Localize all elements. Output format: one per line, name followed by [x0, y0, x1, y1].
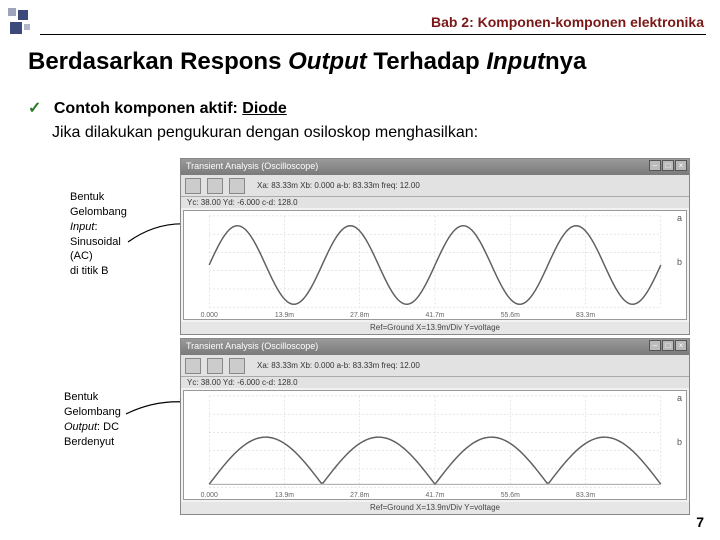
scope-plot-input: 0.000 13.9m 27.8m 41.7m 55.6m 83.3m a b	[183, 210, 687, 320]
scope-info2: Yc: 38.00 Yd: -6.000 c-d: 128.0	[181, 197, 689, 208]
scope-info1: Xa: 83.33m Xb: 0.000 a-b: 83.33m freq: 1…	[257, 181, 420, 190]
maximize-icon: □	[662, 340, 674, 351]
scope-title: Transient Analysis (Oscilloscope)	[186, 161, 318, 171]
scope-info2: Yc: 38.00 Yd: -6.000 c-d: 128.0	[181, 377, 689, 388]
corner-decoration	[8, 8, 38, 38]
svg-text:13.9m: 13.9m	[275, 492, 294, 499]
scope-title: Transient Analysis (Oscilloscope)	[186, 341, 318, 351]
marker-b: b	[677, 437, 682, 447]
scope-toolbar: Xa: 83.33m Xb: 0.000 a-b: 83.33m freq: 1…	[181, 175, 689, 197]
check-icon: ✓	[28, 100, 41, 117]
bullet-line: ✓ Contoh komponen aktif: Diode	[28, 98, 287, 118]
close-icon: ×	[675, 160, 687, 171]
tool-icon	[207, 178, 223, 194]
maximize-icon: □	[662, 160, 674, 171]
oscilloscope-output: Transient Analysis (Oscilloscope) – □ × …	[180, 338, 690, 515]
scope-footer: Ref=Ground X=13.9m/Div Y=voltage	[181, 322, 689, 334]
marker-a: a	[677, 393, 682, 403]
svg-text:13.9m: 13.9m	[275, 312, 294, 319]
tool-icon	[185, 358, 201, 374]
scope-footer: Ref=Ground X=13.9m/Div Y=voltage	[181, 502, 689, 514]
annotation-input: Bentuk Gelombang Input: Sinusoidal (AC) …	[70, 190, 127, 279]
page-title: Berdasarkan Respons Output Terhadap Inpu…	[28, 48, 586, 76]
annotation-output: Bentuk Gelombang Output: DC Berdenyut	[64, 390, 121, 449]
tool-icon	[207, 358, 223, 374]
scope-titlebar: Transient Analysis (Oscilloscope) – □ ×	[181, 159, 689, 175]
scope-plot-output: 0.000 13.9m 27.8m 41.7m 55.6m 83.3m a b	[183, 390, 687, 500]
subtext: Jika dilakukan pengukuran dengan osilosk…	[52, 124, 478, 142]
tool-icon	[229, 178, 245, 194]
oscilloscope-input: Transient Analysis (Oscilloscope) – □ × …	[180, 158, 690, 335]
svg-text:27.8m: 27.8m	[350, 312, 369, 319]
svg-text:83.3m: 83.3m	[576, 312, 595, 319]
scope-info1: Xa: 83.33m Xb: 0.000 a-b: 83.33m freq: 1…	[257, 361, 420, 370]
page-number: 7	[696, 514, 704, 530]
marker-a: a	[677, 213, 682, 223]
scope-titlebar: Transient Analysis (Oscilloscope) – □ ×	[181, 339, 689, 355]
svg-text:41.7m: 41.7m	[425, 492, 444, 499]
svg-text:83.3m: 83.3m	[576, 492, 595, 499]
svg-text:27.8m: 27.8m	[350, 492, 369, 499]
tool-icon	[229, 358, 245, 374]
minimize-icon: –	[649, 340, 661, 351]
svg-text:41.7m: 41.7m	[425, 312, 444, 319]
chapter-label: Bab 2: Komponen-komponen elektronika	[431, 14, 704, 30]
svg-text:0.000: 0.000	[201, 492, 218, 499]
close-icon: ×	[675, 340, 687, 351]
marker-b: b	[677, 257, 682, 267]
scope-toolbar: Xa: 83.33m Xb: 0.000 a-b: 83.33m freq: 1…	[181, 355, 689, 377]
svg-text:0.000: 0.000	[201, 312, 218, 319]
svg-text:55.6m: 55.6m	[501, 492, 520, 499]
svg-text:55.6m: 55.6m	[501, 312, 520, 319]
header-divider	[40, 34, 706, 35]
tool-icon	[185, 178, 201, 194]
minimize-icon: –	[649, 160, 661, 171]
